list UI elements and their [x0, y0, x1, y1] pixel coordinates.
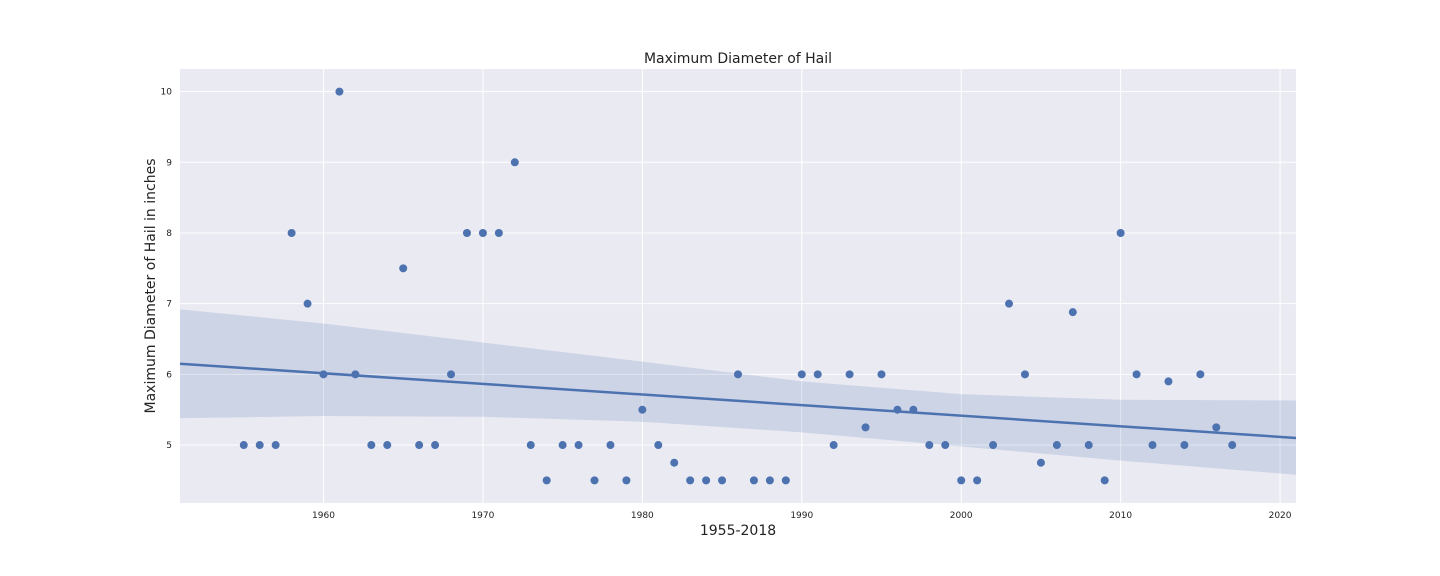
- data-point: [606, 441, 615, 450]
- data-point: [1036, 458, 1045, 467]
- data-point: [925, 441, 934, 450]
- grid-lines: [180, 69, 1296, 503]
- data-point: [287, 228, 296, 237]
- data-point: [702, 476, 711, 485]
- data-point: [239, 441, 248, 450]
- y-tick-label: 8: [166, 229, 172, 239]
- data-point: [781, 476, 790, 485]
- chart-title: Maximum Diameter of Hail: [644, 51, 832, 67]
- x-tick-labels: 1960 1970 1980 1990 2000 2010 2020: [312, 511, 1292, 521]
- data-point: [654, 441, 663, 450]
- data-point: [893, 405, 902, 414]
- data-point: [861, 423, 870, 432]
- data-point: [415, 441, 424, 450]
- data-point: [813, 370, 822, 379]
- data-point: [877, 370, 886, 379]
- x-tick-label: 1960: [312, 511, 335, 521]
- data-point: [670, 458, 679, 467]
- data-point: [255, 441, 264, 450]
- data-point: [1132, 370, 1141, 379]
- data-point: [383, 441, 392, 450]
- data-point: [494, 228, 503, 237]
- y-tick-label: 10: [161, 88, 173, 98]
- x-tick-label: 2010: [1109, 511, 1132, 521]
- data-point: [638, 405, 647, 414]
- data-point: [1212, 423, 1221, 432]
- data-point: [510, 158, 519, 167]
- data-point: [686, 476, 695, 485]
- x-tick-label: 1980: [631, 511, 654, 521]
- data-point: [957, 476, 966, 485]
- plot-area: [180, 69, 1296, 503]
- data-point: [542, 476, 551, 485]
- y-axis-label: Maximum Diameter of Hail in inches: [143, 159, 159, 414]
- data-point: [478, 228, 487, 237]
- data-point: [462, 228, 471, 237]
- data-point: [1164, 377, 1173, 386]
- x-tick-label: 1990: [790, 511, 813, 521]
- data-point: [1084, 441, 1093, 450]
- data-point: [1196, 370, 1205, 379]
- data-point: [351, 370, 360, 379]
- data-point: [590, 476, 599, 485]
- confidence-interval-band: [180, 309, 1296, 475]
- data-point: [622, 476, 631, 485]
- data-point: [447, 370, 456, 379]
- x-tick-label: 2000: [950, 511, 973, 521]
- data-points: [239, 87, 1237, 485]
- data-point: [734, 370, 742, 379]
- data-point: [399, 264, 408, 273]
- y-tick-labels: 5 6 7 8 9 10: [161, 88, 173, 451]
- y-tick-label: 9: [166, 158, 172, 168]
- data-point: [367, 441, 376, 450]
- data-point: [1100, 476, 1109, 485]
- data-point: [303, 299, 312, 308]
- data-point: [319, 370, 328, 379]
- data-point: [829, 441, 838, 450]
- regression-line-group: [179, 362, 1297, 440]
- data-point: [574, 441, 583, 450]
- data-point: [1228, 441, 1237, 450]
- data-point: [271, 441, 280, 450]
- data-point: [431, 441, 440, 450]
- data-point: [1052, 441, 1061, 450]
- data-point: [1005, 299, 1014, 308]
- data-point: [526, 441, 535, 450]
- y-tick-label: 7: [166, 300, 172, 310]
- data-point: [1020, 370, 1029, 379]
- data-point: [941, 441, 950, 450]
- x-tick-label: 1970: [471, 511, 494, 521]
- data-point: [973, 476, 982, 485]
- data-point: [989, 441, 998, 450]
- data-point: [1148, 441, 1157, 450]
- data-point: [1180, 441, 1189, 450]
- y-tick-label: 6: [166, 370, 172, 380]
- data-point: [797, 370, 806, 379]
- data-point: [1116, 228, 1125, 237]
- data-point: [749, 476, 758, 485]
- data-point: [765, 476, 774, 485]
- data-point: [909, 405, 918, 414]
- regression-line: [179, 362, 1297, 440]
- data-point: [845, 370, 854, 379]
- data-point: [718, 476, 727, 485]
- data-point: [558, 441, 567, 450]
- confidence-band: [180, 309, 1296, 475]
- data-point: [1068, 308, 1077, 317]
- data-point: [335, 87, 344, 96]
- x-tick-label: 2020: [1269, 511, 1292, 521]
- x-axis-label: 1955-2018: [700, 523, 776, 539]
- y-tick-label: 5: [166, 441, 172, 451]
